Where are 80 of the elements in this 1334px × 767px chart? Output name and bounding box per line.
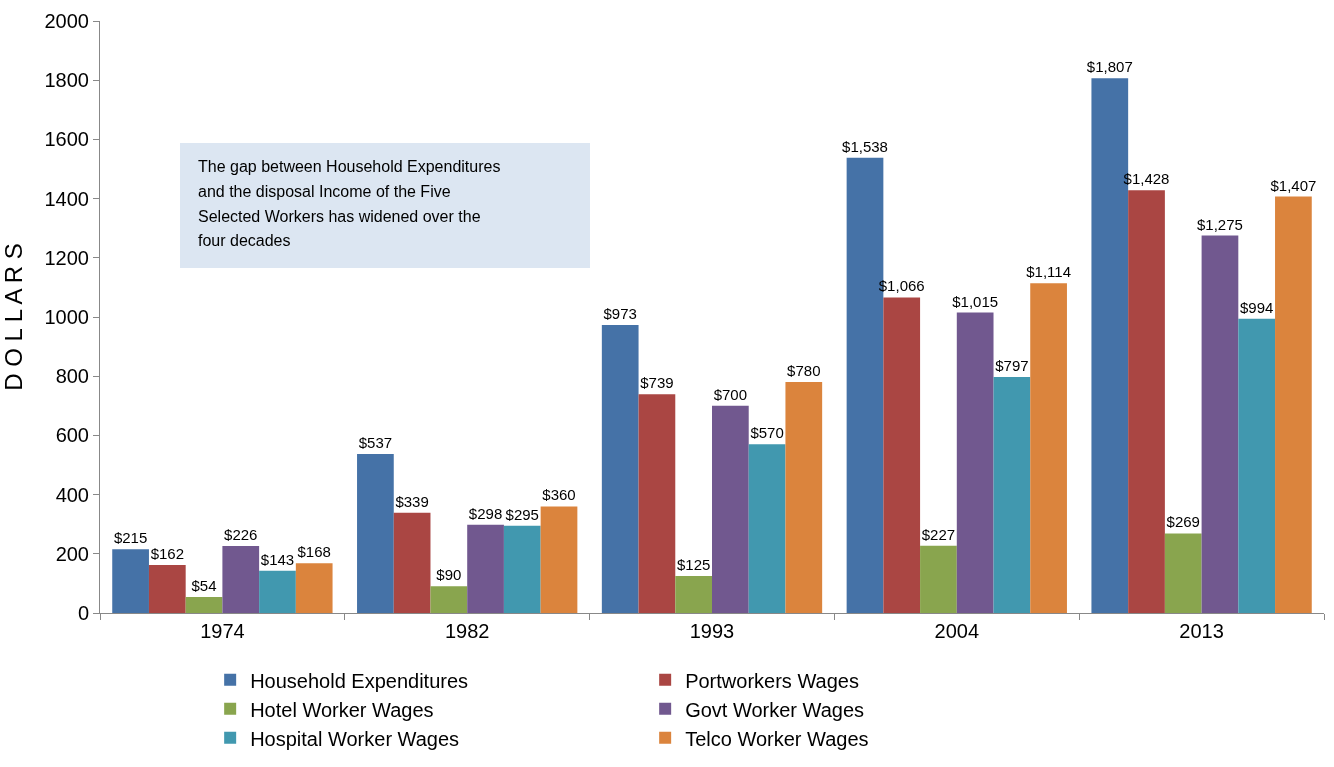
bar [1128, 190, 1165, 613]
bar [148, 565, 186, 613]
data-label: $570 [750, 424, 784, 442]
data-label: $226 [224, 526, 258, 544]
data-label: $1,015 [952, 292, 999, 310]
bar [112, 549, 149, 613]
bar [393, 512, 431, 613]
bar [883, 297, 921, 613]
x-tick-label: 2013 [1179, 620, 1224, 642]
bar [920, 545, 957, 613]
bar [993, 377, 1031, 613]
data-label: $54 [191, 577, 217, 595]
data-label: $298 [468, 504, 503, 522]
data-label: $1,538 [842, 137, 888, 155]
data-label: $1,114 [1026, 263, 1071, 281]
bar [295, 563, 333, 613]
x-tick-label: 1993 [689, 620, 735, 642]
bar [785, 382, 823, 613]
bar [503, 525, 541, 613]
data-label: $973 [603, 304, 637, 322]
data-label: $1,407 [1270, 176, 1317, 194]
x-tick-label: 1974 [200, 620, 245, 642]
data-label: $162 [150, 545, 185, 563]
y-tick-label: 0 [77, 602, 89, 624]
bar [222, 546, 260, 613]
data-label: $125 [676, 556, 711, 573]
bar [1275, 196, 1312, 613]
legend-label: Hospital Worker Wages [250, 727, 460, 750]
bar [956, 312, 994, 613]
bar [1238, 318, 1276, 613]
bar [357, 454, 394, 613]
data-label: $90 [436, 566, 462, 584]
y-tick-label: 2000 [44, 10, 89, 32]
bar [430, 586, 468, 613]
y-tick-label: 200 [55, 542, 89, 565]
data-label: $295 [505, 505, 539, 523]
bar [601, 324, 639, 613]
data-label: $143 [260, 550, 295, 568]
data-label: $700 [713, 385, 748, 403]
y-tick-label: 1000 [44, 306, 89, 328]
bar [1164, 533, 1202, 613]
y-tick-label: 600 [55, 424, 89, 447]
data-label: $168 [297, 543, 331, 561]
bar [467, 524, 504, 613]
y-tick-label: 400 [55, 483, 89, 506]
data-label: $537 [358, 434, 393, 452]
data-label: $339 [395, 492, 429, 510]
bar [1201, 235, 1239, 613]
data-label: $739 [640, 374, 674, 392]
data-label: $269 [1166, 513, 1200, 531]
y-tick-label: 1800 [44, 69, 89, 92]
x-tick-label: 1982 [444, 620, 490, 642]
data-label: $227 [921, 525, 956, 543]
data-label: $360 [542, 486, 576, 504]
bar [259, 570, 296, 613]
data-label: $1,807 [1086, 58, 1133, 76]
y-axis-title: D O L L A R S [0, 243, 27, 391]
bar [1030, 283, 1067, 613]
y-tick-label: 1200 [44, 246, 89, 269]
legend-label: Portworkers Wages [685, 669, 859, 692]
data-label: $994 [1239, 298, 1274, 316]
legend-label: Hotel Worker Wages [250, 698, 434, 721]
bar [675, 576, 712, 613]
legend-label: Household Expenditures [250, 669, 469, 692]
y-tick-label: 800 [55, 365, 89, 388]
note-box: The gap between Household Expenditures and the disposal Income of the Five Selected Workers has widened over the four decades [180, 143, 590, 269]
bar [540, 506, 578, 613]
data-label: $215 [113, 529, 148, 547]
bar [748, 444, 786, 613]
bar [638, 394, 676, 613]
bar [185, 597, 223, 613]
x-tick-label: 2004 [934, 620, 980, 642]
y-tick-label: 1600 [44, 128, 89, 151]
data-label: $1,275 [1197, 215, 1243, 233]
legend-label: Telco Worker Wages [685, 727, 869, 750]
legend-label: Govt Worker Wages [685, 698, 865, 721]
data-label: $797 [995, 357, 1029, 375]
bar [712, 405, 749, 613]
data-label: $780 [787, 362, 821, 380]
y-tick-label: 1400 [44, 187, 89, 210]
